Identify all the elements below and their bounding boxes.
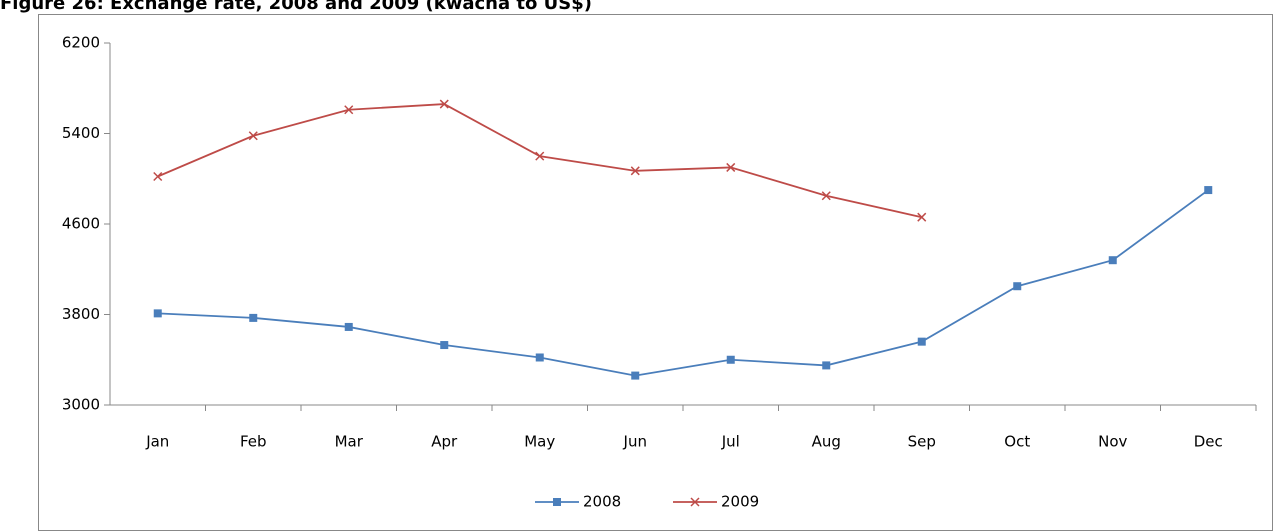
point (917, 337, 926, 346)
chart-title: Figure 26: Exchange rate, 2008 and 2009 … (0, 0, 592, 14)
x-tick-label: Oct (1004, 433, 1030, 451)
x-tick-label: Aug (812, 433, 841, 451)
x-tick-label: Mar (335, 433, 364, 451)
chart-border (38, 14, 1273, 531)
x-tick-label: Sep (908, 433, 936, 451)
y-tick-label: 5400 (62, 124, 100, 142)
point (344, 322, 353, 331)
point (153, 309, 162, 318)
x-tick-label: May (524, 433, 555, 451)
point (726, 162, 736, 172)
point (153, 171, 163, 182)
legend-marker (553, 498, 561, 506)
legend-marker (690, 497, 700, 507)
point (726, 355, 735, 364)
x-tick-label: Dec (1194, 433, 1223, 451)
point (821, 191, 831, 201)
point (631, 371, 640, 380)
point (630, 166, 640, 176)
point (248, 131, 258, 141)
x-tick-label: Jan (145, 433, 169, 451)
y-tick-label: 4600 (62, 215, 100, 233)
y-tick-label: 3000 (62, 396, 100, 414)
x-tick-label: Jun (623, 433, 647, 451)
point (1204, 186, 1213, 195)
point (822, 361, 831, 370)
point (1013, 282, 1022, 291)
point (440, 341, 449, 350)
y-tick-label: 6200 (62, 34, 100, 52)
x-tick-label: Nov (1098, 433, 1127, 451)
point (249, 313, 258, 322)
point (917, 212, 927, 222)
y-tick-label: 3800 (62, 305, 100, 323)
point (535, 353, 544, 362)
point (535, 151, 545, 161)
legend-label: 2009 (721, 493, 759, 511)
series-line (157, 189, 1209, 377)
point (1108, 256, 1117, 265)
point (439, 99, 449, 109)
x-tick-label: Jul (721, 433, 740, 451)
x-tick-label: Apr (431, 433, 458, 451)
x-tick-label: Feb (240, 433, 267, 451)
legend-label: 2008 (583, 493, 621, 511)
point (344, 105, 354, 115)
